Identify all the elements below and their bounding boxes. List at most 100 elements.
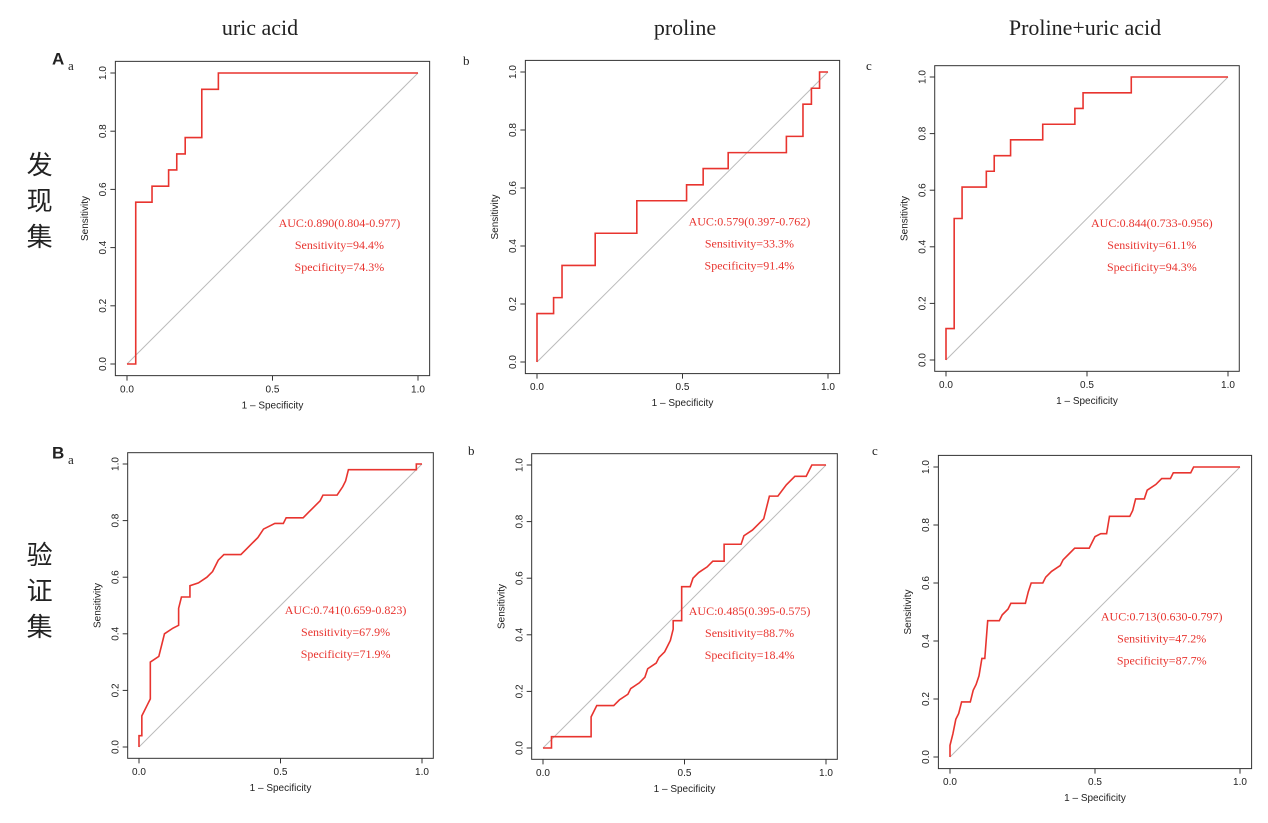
annotation: AUC:0.485(0.395-0.575) <box>689 604 811 618</box>
y-tick-label: 0.8 <box>508 123 519 137</box>
x-tick-label: 1.0 <box>1233 777 1247 788</box>
x-tick-label: 0.5 <box>266 384 280 395</box>
x-tick-label: 1.0 <box>821 382 835 393</box>
annotation: AUC:0.713(0.630-0.797) <box>1101 610 1223 624</box>
y-tick-label: 0.2 <box>508 297 519 311</box>
y-tick-label: 0.6 <box>508 181 519 195</box>
y-tick-label: 1.0 <box>514 458 525 472</box>
panel-letter: c <box>866 58 872 73</box>
y-tick-label: 1.0 <box>110 457 121 471</box>
x-tick-label: 0.5 <box>676 382 690 393</box>
panel-letter: c <box>872 443 878 458</box>
x-tick-label: 1.0 <box>415 767 429 778</box>
x-axis-label: 1 – Specificity <box>250 783 312 794</box>
reference-line <box>949 466 1241 758</box>
x-axis-label: 1 – Specificity <box>1056 396 1118 407</box>
y-tick-label: 0.0 <box>98 357 109 371</box>
annotation: Specificity=87.7% <box>1117 654 1207 668</box>
annotation: Sensitivity=88.7% <box>705 626 794 640</box>
reference-line <box>542 464 827 749</box>
y-tick-label: 0.4 <box>110 626 121 640</box>
roc-curve <box>127 72 418 365</box>
panel-letter: a <box>68 452 74 467</box>
x-tick-label: 0.0 <box>120 384 134 395</box>
panel-label: B <box>52 443 64 462</box>
panel-letter: b <box>468 443 475 458</box>
y-tick-label: 0.2 <box>98 298 109 312</box>
x-tick-label: 0.0 <box>530 382 544 393</box>
y-tick-label: 0.4 <box>98 240 109 254</box>
reference-line <box>536 71 829 363</box>
y-axis-label: Sensitivity <box>490 194 501 239</box>
reference-line <box>126 72 419 365</box>
roc-curve <box>949 466 1240 757</box>
annotation: Specificity=91.4% <box>705 259 795 273</box>
roc-curve <box>138 463 422 747</box>
annotation: Sensitivity=33.3% <box>705 237 794 251</box>
x-tick-label: 0.5 <box>1080 380 1094 391</box>
y-axis-label: Sensitivity <box>496 584 507 629</box>
x-axis-label: 1 – Specificity <box>1064 793 1126 804</box>
x-tick-label: 0.5 <box>274 767 288 778</box>
annotation: AUC:0.741(0.659-0.823) <box>285 603 407 617</box>
y-tick-label: 0.8 <box>921 518 932 532</box>
x-tick-label: 1.0 <box>819 768 833 779</box>
y-tick-label: 0.0 <box>921 750 932 764</box>
x-axis-label: 1 – Specificity <box>242 400 304 411</box>
y-tick-label: 0.0 <box>514 741 525 755</box>
annotation: AUC:0.844(0.733-0.956) <box>1091 216 1213 230</box>
y-axis-label: Sensitivity <box>899 196 910 241</box>
roc-curve <box>945 76 1228 360</box>
y-axis-label: Sensitivity <box>80 196 91 241</box>
y-tick-label: 1.0 <box>921 460 932 474</box>
y-axis-label: Sensitivity <box>92 583 103 628</box>
y-tick-label: 0.0 <box>508 355 519 369</box>
x-tick-label: 0.0 <box>132 767 146 778</box>
y-tick-label: 0.8 <box>917 126 928 140</box>
roc-curve <box>543 464 826 749</box>
column-title: proline <box>654 15 716 40</box>
y-tick-label: 1.0 <box>98 66 109 80</box>
annotation: AUC:0.579(0.397-0.762) <box>689 215 811 229</box>
y-tick-label: 1.0 <box>917 70 928 84</box>
annotation: Specificity=94.3% <box>1107 260 1197 274</box>
y-tick-label: 0.2 <box>917 296 928 310</box>
y-tick-label: 0.4 <box>508 239 519 253</box>
y-tick-label: 0.4 <box>921 634 932 648</box>
y-tick-label: 0.6 <box>917 183 928 197</box>
annotation: Sensitivity=61.1% <box>1107 238 1196 252</box>
y-tick-label: 0.6 <box>110 570 121 584</box>
roc-curve <box>536 71 828 362</box>
x-axis-label: 1 – Specificity <box>654 784 716 795</box>
row-label: 验证集 <box>23 541 53 649</box>
row-label: 发现集 <box>23 151 53 259</box>
y-tick-label: 0.0 <box>110 740 121 754</box>
annotation: Sensitivity=67.9% <box>301 625 390 639</box>
y-tick-label: 0.2 <box>110 683 121 697</box>
y-axis-label: Sensitivity <box>903 589 914 634</box>
panel-letter: b <box>463 53 470 68</box>
panel-letter: a <box>68 58 74 73</box>
y-tick-label: 0.8 <box>110 513 121 527</box>
column-title: Proline+uric acid <box>1009 15 1161 40</box>
y-tick-label: 0.6 <box>514 571 525 585</box>
x-tick-label: 0.0 <box>536 768 550 779</box>
y-tick-label: 0.4 <box>514 627 525 641</box>
x-tick-label: 0.0 <box>939 380 953 391</box>
y-tick-label: 0.0 <box>917 353 928 367</box>
y-tick-label: 0.2 <box>921 692 932 706</box>
annotation: AUC:0.890(0.804-0.977) <box>279 216 401 230</box>
reference-line <box>138 463 423 748</box>
y-tick-label: 0.4 <box>917 239 928 253</box>
x-axis-label: 1 – Specificity <box>652 398 714 409</box>
annotation: Sensitivity=94.4% <box>295 238 384 252</box>
y-tick-label: 0.6 <box>98 182 109 196</box>
y-tick-label: 1.0 <box>508 65 519 79</box>
x-tick-label: 0.5 <box>1088 777 1102 788</box>
x-tick-label: 0.0 <box>943 777 957 788</box>
annotation: Specificity=18.4% <box>705 648 795 662</box>
y-tick-label: 0.6 <box>921 576 932 590</box>
y-tick-label: 0.8 <box>514 514 525 528</box>
annotation: Specificity=74.3% <box>295 260 385 274</box>
